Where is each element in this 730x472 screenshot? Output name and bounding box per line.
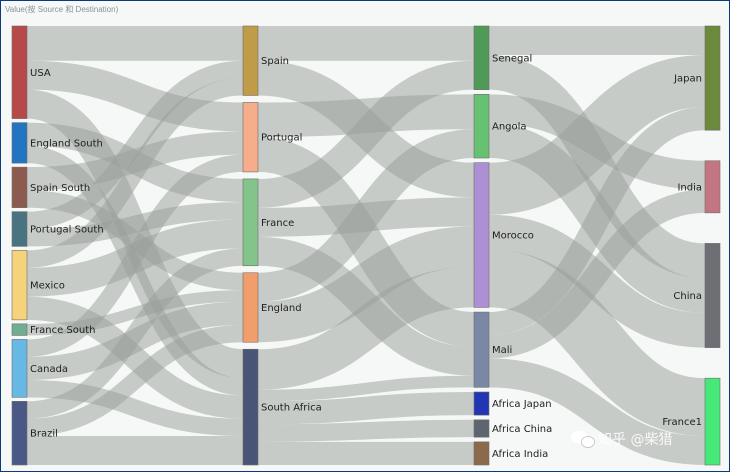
link-portugal-south-to-france[interactable]	[26, 202, 244, 247]
node-label-england: England	[261, 303, 302, 314]
node-china[interactable]	[704, 243, 721, 348]
link-south-africa-to-morocco[interactable]	[257, 266, 475, 390]
node-label-mexico: Mexico	[30, 281, 65, 292]
node-label-south-africa: South Africa	[261, 403, 322, 414]
node-angola[interactable]	[473, 94, 490, 159]
link-mali-to-india[interactable]	[488, 189, 706, 359]
link-england-to-morocco[interactable]	[257, 226, 475, 343]
node-brazil[interactable]	[11, 401, 28, 466]
link-portugal-to-mali[interactable]	[256, 137, 476, 347]
wechat-bubble-icon	[571, 430, 595, 448]
link-south-africa-to-africa-china[interactable]	[257, 419, 475, 442]
node-usa[interactable]	[11, 25, 28, 119]
node-england-south[interactable]	[11, 122, 28, 164]
link-mali-to-france1[interactable]	[488, 358, 706, 465]
node-mexico[interactable]	[11, 250, 28, 321]
link-mexico-to-spain[interactable]	[26, 78, 244, 268]
link-mexico-to-south-africa[interactable]	[26, 296, 244, 419]
node-japan[interactable]	[704, 25, 721, 131]
link-south-africa-to-africa-japan[interactable]	[257, 391, 475, 425]
node-label-spain-south: Spain South	[30, 183, 90, 194]
node-label-usa: USA	[30, 68, 51, 79]
link-morocco-to-japan[interactable]	[487, 54, 707, 215]
watermark-text: 知乎 @柴猎	[598, 431, 672, 448]
node-label-france1: France1	[662, 417, 702, 428]
node-france1[interactable]	[704, 377, 721, 466]
node-label-england-south: England South	[30, 138, 103, 149]
node-africa-china[interactable]	[473, 419, 490, 438]
node-mali[interactable]	[473, 311, 490, 388]
link-canada-to-south-africa[interactable]	[26, 379, 244, 437]
link-portugal-south-to-spain[interactable]	[26, 60, 244, 230]
node-label-portugal-south: Portugal South	[30, 225, 104, 236]
link-france-south-to-england[interactable]	[26, 290, 244, 336]
node-south-africa[interactable]	[242, 348, 259, 466]
node-label-canada: Canada	[30, 364, 68, 375]
node-label-france: France	[261, 218, 294, 229]
link-england-to-angola[interactable]	[257, 129, 475, 302]
link-brazil-to-france[interactable]	[26, 248, 244, 419]
node-label-india: India	[677, 182, 702, 193]
node-label-africa-china: Africa China	[492, 424, 552, 435]
node-label-spain: Spain	[261, 56, 289, 67]
node-label-japan: Japan	[673, 74, 702, 85]
node-spain[interactable]	[242, 25, 259, 96]
node-africa-india[interactable]	[473, 441, 490, 466]
node-label-morocco: Morocco	[492, 231, 534, 242]
link-mali-to-japan[interactable]	[488, 107, 706, 336]
node-label-portugal: Portugal	[261, 133, 302, 144]
chart-caption: Value(按 Source 和 Destination)	[5, 5, 119, 14]
node-england[interactable]	[242, 272, 259, 343]
node-spain-south[interactable]	[11, 166, 28, 208]
link-south-africa-to-mali[interactable]	[257, 375, 475, 402]
node-france[interactable]	[242, 178, 259, 267]
watermark: 知乎 @柴猎	[571, 430, 672, 448]
node-label-china: China	[673, 291, 702, 302]
node-label-brazil: Brazil	[30, 429, 58, 440]
node-africa-japan[interactable]	[473, 391, 490, 416]
node-france-south[interactable]	[11, 323, 28, 336]
node-portugal-south[interactable]	[11, 211, 28, 247]
link-usa-to-portugal[interactable]	[26, 60, 244, 132]
node-label-mali: Mali	[492, 345, 512, 356]
node-senegal[interactable]	[473, 25, 490, 90]
node-canada[interactable]	[11, 339, 28, 398]
node-label-angola: Angola	[492, 122, 527, 133]
link-canada-to-portugal[interactable]	[26, 154, 244, 357]
node-india[interactable]	[704, 160, 721, 214]
link-brazil-to-england[interactable]	[26, 324, 244, 437]
node-portugal[interactable]	[242, 102, 259, 173]
sankey-links	[25, 25, 707, 466]
node-label-africa-india: Africa India	[492, 449, 548, 460]
sankey-nodes: USA England South Spain South Portugal Sout…	[11, 25, 721, 466]
node-label-africa-japan: Africa Japan	[492, 399, 552, 410]
node-label-france-south: France South	[30, 325, 96, 336]
link-morocco-to-france1[interactable]	[487, 249, 707, 437]
node-morocco[interactable]	[473, 162, 490, 308]
link-france-to-senegal[interactable]	[257, 60, 475, 208]
node-label-senegal: Senegal	[492, 53, 532, 64]
